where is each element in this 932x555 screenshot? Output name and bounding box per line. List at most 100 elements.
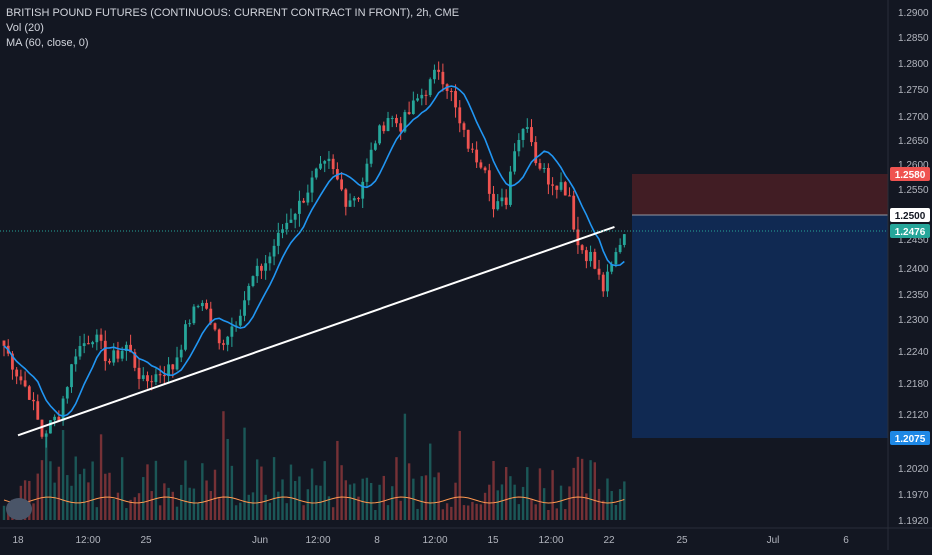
volume-bar <box>593 462 596 520</box>
candle-body <box>171 364 175 370</box>
candle-body <box>112 350 116 363</box>
candle-body <box>209 308 213 324</box>
candle-body <box>95 334 99 343</box>
volume-bar <box>420 476 423 520</box>
volume-bar <box>205 480 208 520</box>
volume-bar <box>374 509 377 520</box>
candle-body <box>458 107 462 124</box>
price-tag-label: 1.2580 <box>895 170 926 181</box>
candle-body <box>563 182 567 196</box>
volume-bar <box>175 506 179 520</box>
candle-body <box>437 69 441 72</box>
volume-bar <box>243 427 246 520</box>
candle-body <box>184 324 187 350</box>
candle-body <box>23 380 27 387</box>
volume-bar <box>40 460 44 520</box>
volume-bar <box>585 493 588 520</box>
volume-ma-line <box>3 496 625 504</box>
volume-bar <box>344 480 348 520</box>
volume-bar <box>158 505 162 520</box>
y-tick-label: 1.2300 <box>898 315 929 326</box>
y-tick-label: 1.2240 <box>898 347 929 358</box>
volume-bar <box>53 482 56 520</box>
candle-body <box>293 213 297 220</box>
candle-body <box>78 346 82 357</box>
y-tick-label: 1.2750 <box>898 85 929 96</box>
volume-bar <box>433 477 436 520</box>
volume-bar <box>492 461 495 520</box>
volume-bar <box>483 492 487 520</box>
volume-bar <box>361 478 364 520</box>
candle-body <box>390 117 394 119</box>
candle-body <box>428 79 432 96</box>
volume-bar <box>606 478 609 520</box>
volume-bar <box>475 503 478 520</box>
volume-bar <box>369 482 373 520</box>
candle-body <box>82 343 86 347</box>
volume-bar <box>281 479 284 520</box>
candle-body <box>289 219 293 223</box>
candle-body <box>36 401 40 420</box>
volume-bar <box>564 509 567 520</box>
candle-body <box>272 245 276 257</box>
volume-bar <box>538 468 542 520</box>
candle-body <box>424 94 428 96</box>
price-tag-label: 1.2500 <box>895 211 926 222</box>
candle-body <box>551 184 554 186</box>
candle-body <box>213 323 217 330</box>
candle-body <box>120 350 124 359</box>
candle-body <box>19 376 23 381</box>
candle-body <box>15 369 19 377</box>
candle-body <box>314 168 318 178</box>
y-tick-label: 1.1920 <box>898 516 929 527</box>
volume-bar <box>542 488 546 520</box>
y-tick-label: 1.2550 <box>898 185 929 196</box>
candle-body <box>108 361 111 363</box>
candle-body <box>614 252 618 265</box>
y-tick-label: 1.1970 <box>898 490 929 501</box>
candle-body <box>61 398 65 421</box>
x-tick-label: 12:00 <box>422 535 447 546</box>
take-profit-zone <box>632 215 888 438</box>
volume-bar <box>49 461 52 520</box>
volume-bar <box>213 469 217 520</box>
candle-body <box>568 195 571 197</box>
volume-bar <box>95 507 99 520</box>
volume-bar <box>530 498 533 520</box>
volume-bar <box>167 487 170 520</box>
volume-bar <box>450 506 453 520</box>
volume-bar <box>306 489 310 520</box>
volume-bar <box>239 502 242 520</box>
candle-body <box>504 197 508 205</box>
volume-bar <box>357 496 360 520</box>
volume-bar <box>137 493 141 520</box>
candle-body <box>576 229 580 246</box>
volume-bar <box>264 494 267 520</box>
candle-body <box>129 344 132 353</box>
candle-body <box>471 148 474 150</box>
volume-bar <box>618 489 622 520</box>
candle-body <box>589 251 592 262</box>
moving-average-label: MA (60, close, 0) <box>6 37 89 49</box>
candle-body <box>606 271 609 292</box>
candle-body <box>487 170 491 194</box>
volume-bar <box>171 491 174 520</box>
candle-body <box>196 306 200 308</box>
candle-body <box>601 274 605 292</box>
candle-body <box>103 340 107 362</box>
chart-legend: BRITISH POUND FUTURES (CONTINUOUS: CURRE… <box>6 6 459 51</box>
candle-body <box>217 329 221 344</box>
candle-body <box>238 315 242 326</box>
volume-bar <box>91 461 94 520</box>
volume-bar <box>45 434 48 520</box>
candle-body <box>74 356 78 365</box>
volume-bar <box>534 504 537 520</box>
volume-bar <box>268 502 272 520</box>
candle-body <box>403 112 407 132</box>
candle-body <box>593 251 597 269</box>
y-tick-label: 1.2350 <box>898 290 929 301</box>
candle-body <box>378 125 381 144</box>
candle-body <box>87 343 90 345</box>
